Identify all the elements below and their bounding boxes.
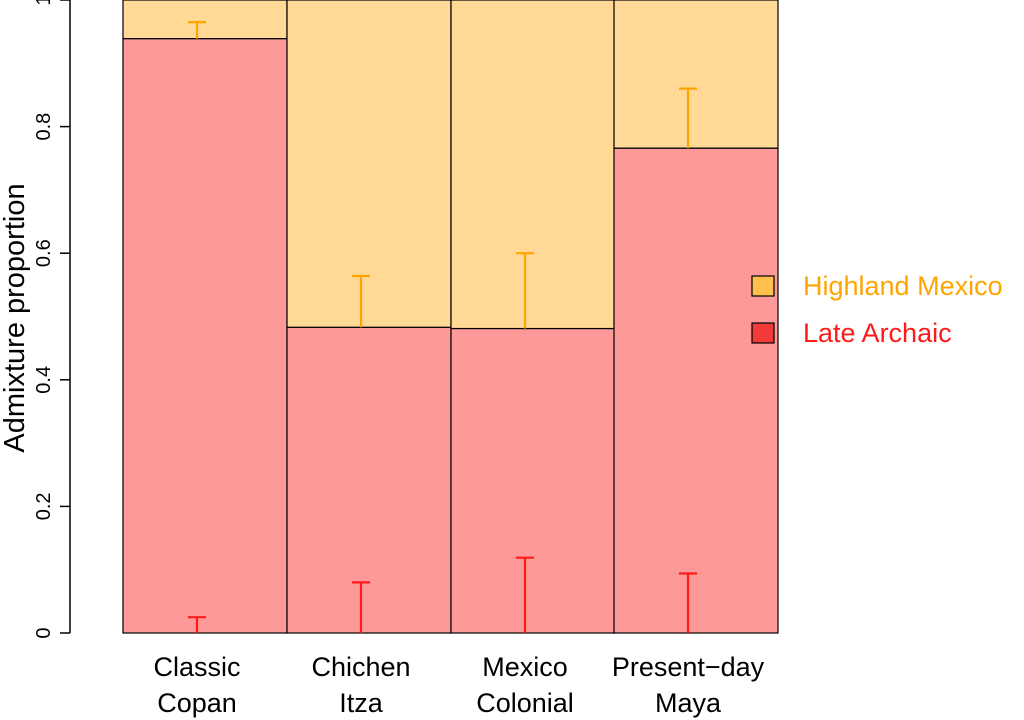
y-axis-title: Admixture proportion [0, 183, 31, 452]
legend-item-highland-mexico: Highland Mexico [751, 271, 1003, 301]
legend: Highland Mexico Late Archaic [751, 271, 1003, 348]
x-tick-label-line2: Maya [655, 688, 722, 718]
errorbar-late-archaic-3 [679, 572, 697, 633]
errorbar-highland-mexico-3 [679, 87, 697, 149]
legend-swatch [751, 322, 775, 344]
errorbar-highland-mexico-2 [516, 252, 534, 329]
x-axis-labels: Classic Copan Chichen Itza Mexico Colonial Pre… [153, 652, 764, 718]
legend-label: Late Archaic [803, 318, 952, 348]
x-tick-label-line2: Colonial [476, 688, 574, 718]
y-tick-label: 0.2 [33, 492, 55, 520]
errorbar-highland-mexico-0 [188, 21, 206, 39]
legend-label: Highland Mexico [803, 271, 1003, 301]
y-tick-label: 0.4 [33, 366, 55, 394]
bar-late-archaic-2 [450, 327, 616, 634]
y-tick-label: 0.6 [33, 239, 55, 267]
bars [122, 0, 779, 634]
errorbar-late-archaic-1 [352, 581, 370, 633]
bar-late-archaic-0 [122, 38, 288, 634]
bar-late-archaic-1 [286, 326, 452, 634]
errorbar-late-archaic-2 [516, 556, 534, 633]
y-tick-label: 0 [33, 627, 55, 638]
x-tick-label-line1: Chichen [311, 652, 410, 682]
y-axis: 0 0.2 0.4 0.6 0.8 1 [33, 0, 71, 639]
x-tick-label-line2: Copan [157, 688, 237, 718]
legend-item-late-archaic: Late Archaic [751, 318, 952, 348]
bar-highland-mexico-1 [286, 0, 452, 328]
errorbar-late-archaic-0 [188, 616, 206, 633]
y-tick-label: 0.8 [33, 113, 55, 141]
y-tick-label: 1 [33, 0, 55, 6]
error-bars [188, 21, 697, 633]
x-tick-label-line2: Itza [339, 688, 384, 718]
x-tick-label-line1: Classic [153, 652, 240, 682]
bar-highland-mexico-2 [450, 0, 616, 330]
bar-highland-mexico-3 [613, 0, 779, 149]
legend-swatch [751, 275, 775, 297]
errorbar-highland-mexico-1 [352, 274, 370, 328]
bar-highland-mexico-0 [122, 0, 288, 40]
bar-late-archaic-3 [613, 147, 779, 634]
x-tick-label-line1: Present−day [612, 652, 765, 682]
x-tick-label-line1: Mexico [482, 652, 568, 682]
